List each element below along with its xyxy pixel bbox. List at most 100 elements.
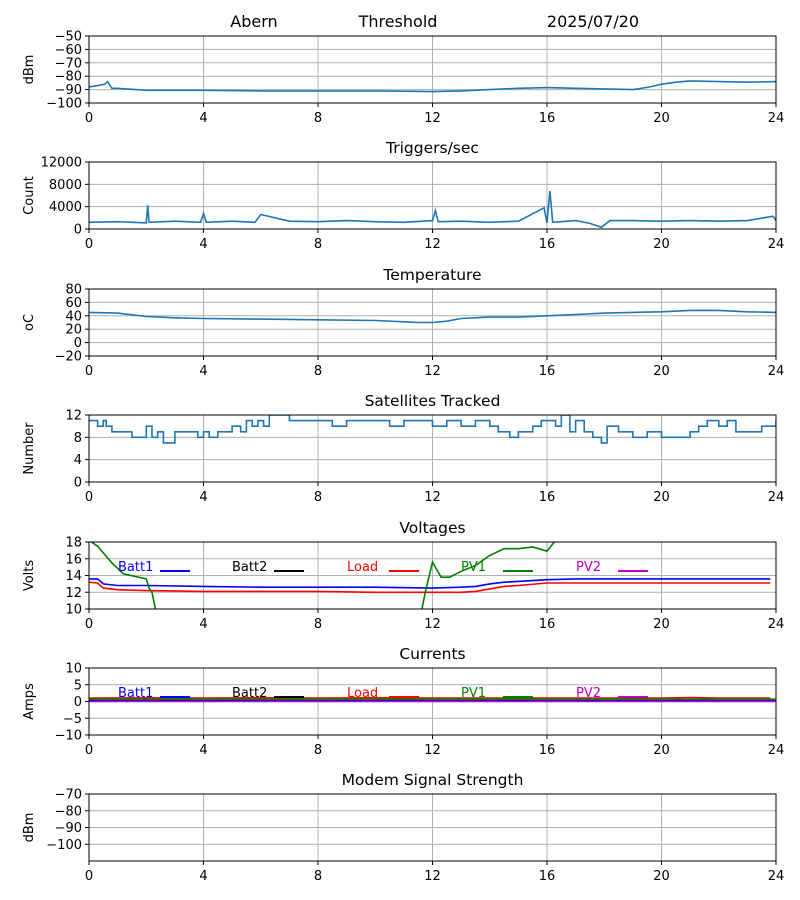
y-axis-label: dBm [22, 55, 37, 85]
x-tick-label: 24 [768, 617, 785, 632]
x-tick-label: 20 [653, 364, 670, 379]
y-tick-label: 14 [65, 569, 82, 584]
series-line-1 [89, 309, 776, 324]
x-tick-label: 4 [199, 237, 207, 252]
x-tick-label: 8 [314, 743, 322, 758]
x-tick-label: 12 [424, 237, 441, 252]
x-tick-label: 20 [653, 869, 670, 884]
y-axis-label: dBm [22, 813, 37, 843]
y-tick-label: −60 [55, 43, 82, 58]
y-axis-label: Volts [22, 560, 37, 592]
chart-panel-2: 0 4 8 12 16 20 24 0 4000 8000 12000 Triggers/sec Cou… [22, 139, 784, 252]
y-tick-label: 10 [65, 662, 82, 677]
y-tick-label: 10 [65, 603, 82, 618]
header-station: Abern [230, 12, 277, 31]
legend-label-batt1: Batt1 [118, 686, 153, 701]
y-tick-label: 0 [74, 223, 82, 238]
y-tick-label: −80 [55, 804, 82, 819]
x-tick-label: 16 [539, 111, 556, 126]
y-tick-label: −80 [55, 70, 82, 85]
chart-title: Modem Signal Strength [342, 771, 524, 789]
x-tick-label: 4 [199, 364, 207, 379]
header-mode: Threshold [358, 12, 438, 31]
y-axis-label: Count [22, 176, 37, 215]
x-tick-label: 8 [314, 237, 322, 252]
x-tick-label: 8 [314, 364, 322, 379]
x-tick-label: 20 [653, 743, 670, 758]
x-tick-label: 0 [85, 490, 93, 505]
y-tick-label: 12 [65, 586, 82, 601]
chart-panel-7: 0 4 8 12 16 20 24 −100 −90 −80−70 Modem Signal Str… [22, 771, 784, 884]
x-tick-label: 12 [424, 111, 441, 126]
x-tick-label: 16 [539, 869, 556, 884]
y-tick-label: 80 [65, 283, 82, 298]
x-tick-label: 0 [85, 237, 93, 252]
y-tick-label: 60 [65, 296, 82, 311]
legend-label-pv2: PV2 [576, 686, 601, 701]
x-tick-label: 12 [424, 490, 441, 505]
chart-title: Currents [399, 645, 465, 663]
chart-title: Triggers/sec [385, 139, 479, 157]
x-tick-label: 24 [768, 743, 785, 758]
series-line-load [89, 581, 771, 594]
x-tick-label: 12 [424, 364, 441, 379]
y-tick-label: −50 [55, 30, 82, 45]
y-tick-label: −70 [55, 56, 82, 71]
y-tick-label: −90 [55, 83, 82, 98]
y-tick-label: 16 [65, 552, 82, 567]
header-date: 2025/07/20 [547, 12, 639, 31]
chart-title: Voltages [399, 519, 465, 537]
x-tick-label: 20 [653, 490, 670, 505]
legend-label-load: Load [347, 686, 378, 701]
y-tick-label: −90 [55, 821, 82, 836]
x-tick-label: 4 [199, 111, 207, 126]
y-tick-label: 5 [74, 678, 82, 693]
chart-title: Temperature [382, 266, 481, 284]
legend-label-pv1: PV1 [461, 686, 486, 701]
legend-label-pv1: PV1 [461, 560, 486, 575]
series-line-load [89, 696, 771, 699]
y-tick-label: −10 [55, 729, 82, 744]
y-tick-label: 0 [74, 336, 82, 351]
y-axis-label: Number [22, 422, 37, 475]
x-tick-label: 24 [768, 869, 785, 884]
y-axis-label: Amps [22, 683, 37, 720]
y-tick-label: 0 [74, 695, 82, 710]
y-tick-label: 12000 [41, 156, 82, 171]
x-tick-label: 12 [424, 617, 441, 632]
x-tick-label: 4 [199, 617, 207, 632]
x-tick-label: 24 [768, 237, 785, 252]
x-tick-label: 16 [539, 743, 556, 758]
series-line-1 [89, 190, 776, 229]
y-tick-label: −70 [55, 788, 82, 803]
x-tick-label: 0 [85, 869, 93, 884]
y-tick-label: −100 [46, 838, 82, 853]
x-tick-label: 24 [768, 364, 785, 379]
x-tick-label: 0 [85, 364, 93, 379]
x-tick-label: 16 [539, 237, 556, 252]
legend-label-batt2: Batt2 [232, 560, 267, 575]
chart-panel-4: 0 4 8 12 16 20 24 0 4 8 12 Satellites Tracked Number [22, 392, 784, 505]
legend-label-batt2: Batt2 [232, 686, 267, 701]
y-axis-label: oC [22, 314, 37, 331]
chart-panel-1: 0 4 8 12 16 20 24 −100−90−80−70−60−50 dBm [22, 30, 784, 127]
x-tick-label: 4 [199, 490, 207, 505]
x-tick-label: 4 [199, 743, 207, 758]
y-tick-label: 20 [65, 323, 82, 338]
series-line-pv1 [90, 542, 556, 609]
legend-label-batt1: Batt1 [118, 560, 153, 575]
y-tick-label: 8 [74, 431, 82, 446]
x-tick-label: 8 [314, 869, 322, 884]
y-tick-label: 0 [74, 476, 82, 491]
x-tick-label: 20 [653, 617, 670, 632]
x-tick-label: 16 [539, 617, 556, 632]
x-tick-label: 0 [85, 617, 93, 632]
legend-label-load: Load [347, 560, 378, 575]
x-tick-label: 8 [314, 111, 322, 126]
y-tick-label: 4000 [49, 200, 82, 215]
series-line-1 [89, 80, 776, 93]
x-tick-label: 20 [653, 237, 670, 252]
y-tick-label: −100 [46, 97, 82, 112]
